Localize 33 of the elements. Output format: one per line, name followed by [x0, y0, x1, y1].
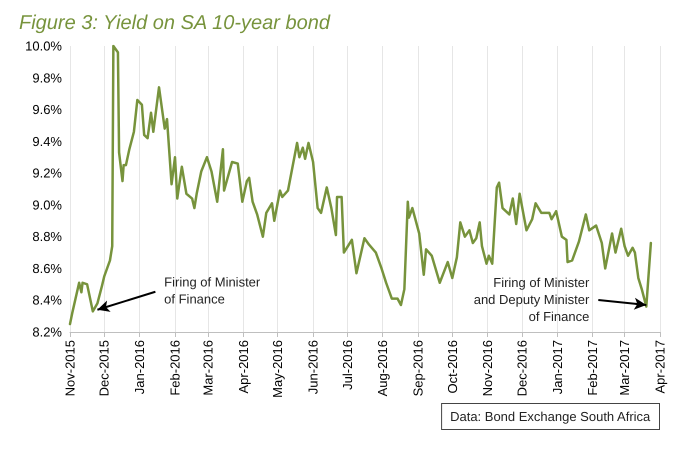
x-tick-label: Jan-2017	[550, 340, 565, 394]
x-tick-label: Jan-2016	[132, 340, 148, 394]
x-tick-label: Feb-2016	[167, 340, 182, 396]
y-tick-label: 9.4%	[32, 134, 62, 149]
annotation: Firing of Minister of Finance	[164, 274, 261, 306]
y-tick-label: 9.8%	[32, 70, 62, 86]
text: Data: Bond Exchange South Africa	[450, 409, 652, 424]
x-tick-label: Feb-2017	[585, 340, 600, 396]
y-tick-label: 8.4%	[32, 292, 62, 308]
y-tick-label: 8.8%	[32, 229, 62, 244]
x-tick-label: Jul-2016	[340, 340, 355, 390]
annotation: Firing of Minister and Deputy Minister of Finance	[474, 274, 590, 324]
x-tick-label: Mar-2016	[200, 340, 216, 396]
x-tick-label: Nov-2015	[62, 340, 78, 396]
y-tick-label: 9.2%	[32, 166, 62, 181]
line-series	[68, 44, 652, 326]
x-tick-label: Mar-2017	[617, 340, 632, 396]
x-tick-label: Dec-2015	[96, 340, 112, 396]
x-tick-label: Apr-2017	[652, 340, 668, 394]
x-tick-label: May-2016	[270, 340, 286, 398]
x-tick-label: Nov-2016	[480, 340, 496, 396]
y-tick-label: 8.6%	[32, 260, 62, 276]
y-tick-label: 8.2%	[32, 324, 62, 340]
chart-title: Figure 3: Yield on SA 10-year bond	[19, 12, 331, 34]
x-tick-label: Oct-2016	[444, 340, 460, 394]
y-tick-label: 10.0%	[25, 38, 62, 54]
x-tick-label: Aug-2016	[375, 340, 390, 396]
x-tick-label: Jun-2016	[306, 340, 321, 394]
x-tick-label: Sep-2016	[410, 340, 426, 396]
x-tick-label: Dec-2016	[514, 340, 530, 396]
y-tick-label: 9.6%	[32, 102, 62, 118]
y-tick-label: 9.0%	[32, 197, 62, 212]
x-tick-label: Apr-2016	[236, 340, 251, 394]
